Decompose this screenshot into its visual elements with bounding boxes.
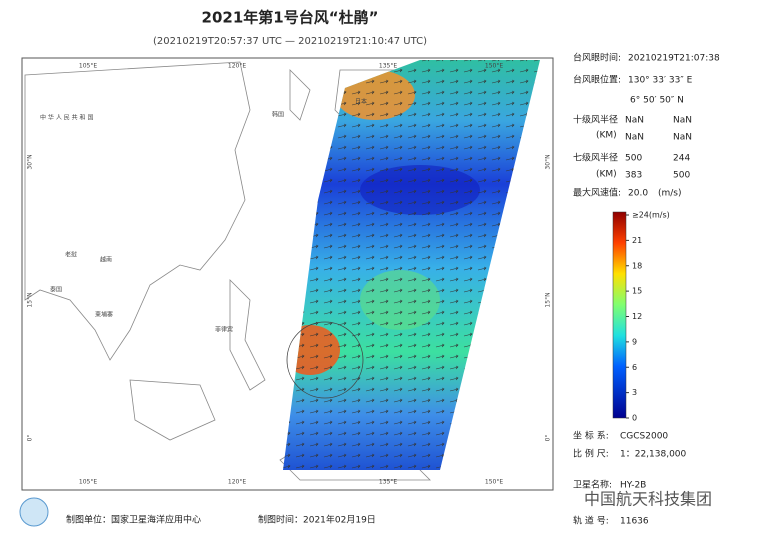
colorbar [612,211,627,419]
lat-label: 15°N [27,292,34,307]
colorbar-ticks: ≥24(m/s) 21 18 15 12 9 6 3 0 [626,211,670,423]
place-label: 韩国 [272,111,284,119]
date: 制图时间：2021年02月19日 [258,514,376,526]
info-panel: 台风眼时间: 20210219T21:07:38 台风眼位置: 130° 33′… [573,52,720,199]
label: 最大风速值: [573,187,621,199]
lat-label: 15°N [545,292,552,307]
lat-label: 30°N [545,154,552,169]
colorbar-label: 18 [632,261,642,270]
unit: (m/s) [658,189,682,199]
lon-label: 120°E [228,479,246,486]
lat-label: 0° [545,435,552,442]
subtitle: (20210219T20:57:37 UTC — 20210219T21:10:… [153,36,427,47]
colorbar-label: 15 [632,287,642,296]
colorbar-label: 3 [632,388,637,397]
label: 台风眼位置: [573,74,621,86]
place-label: 泰国 [50,286,62,294]
value: 1：22,138,000 [620,450,687,460]
value: NaN [673,116,692,126]
lon-label: 135°E [379,63,397,70]
value: 383 [625,171,642,181]
lon-label: 120°E [228,63,246,70]
logo [19,497,49,527]
wind-radius [286,321,364,399]
lon-labels: 105°E 105°E 120°E 120°E 135°E 135°E 150°E 150°E [79,63,503,486]
colorbar-label: 9 [632,337,637,346]
place-label: 越南 [100,256,112,264]
watermark: 中国航天科技集团 [584,490,712,509]
colorbar-label: 21 [632,236,642,245]
value: NaN [673,133,692,143]
value: 11636 [620,517,649,527]
lat-label: 0° [27,435,34,442]
label: 比 例 尺: [573,448,609,460]
label: 七级风半径 [573,152,618,164]
value: CGCS2000 [620,432,668,442]
colorbar-label: 6 [632,363,637,372]
value: HY-2B [620,481,646,491]
place-label: 菲律宾 [215,326,233,334]
lat-label: 30°N [27,154,34,169]
place-label: 老挝 [65,251,77,259]
colorbar-label: ≥24(m/s) [632,211,670,220]
lon-label: 105°E [79,479,97,486]
lon-label: 105°E [79,63,97,70]
meta: 坐 标 系: CGCS2000 比 例 尺: 1：22,138,000 卫星名称… [573,430,687,527]
colorbar-label: 0 [632,414,637,423]
colorbar-label: 12 [632,312,642,321]
lon-label: 135°E [379,479,397,486]
lat-labels: 30°N 30°N 15°N 15°N 0° 0° [27,154,552,441]
value: 500 [673,171,690,181]
unit: (KM) [596,131,617,141]
value: NaN [625,116,644,126]
label: 十级风半径 [573,114,618,126]
label: 轨 道 号: [573,515,609,527]
producer: 制图单位：国家卫星海洋应用中心 [66,514,201,526]
value: 500 [625,154,642,164]
place-label: 中 华 人 民 共 和 国 [40,114,93,122]
value: NaN [625,133,644,143]
lon-label: 150°E [485,479,503,486]
value: 20210219T21:07:38 [628,54,720,64]
label: 卫星名称: [573,479,612,491]
value: 20.0 [628,189,648,199]
label: 台风眼时间: [573,52,621,64]
unit: (KM) [596,170,617,180]
label: 坐 标 系: [573,430,609,442]
place-label: 柬埔寨 [95,311,113,319]
lon-label: 150°E [485,63,503,70]
value: 130° 33′ 33″ E [628,76,693,86]
title: 2021年第1号台风“杜鹃” [202,9,379,27]
value: 6° 50′ 50″ N [630,96,684,106]
value: 244 [673,154,690,164]
place-label: 日本 [355,98,367,106]
